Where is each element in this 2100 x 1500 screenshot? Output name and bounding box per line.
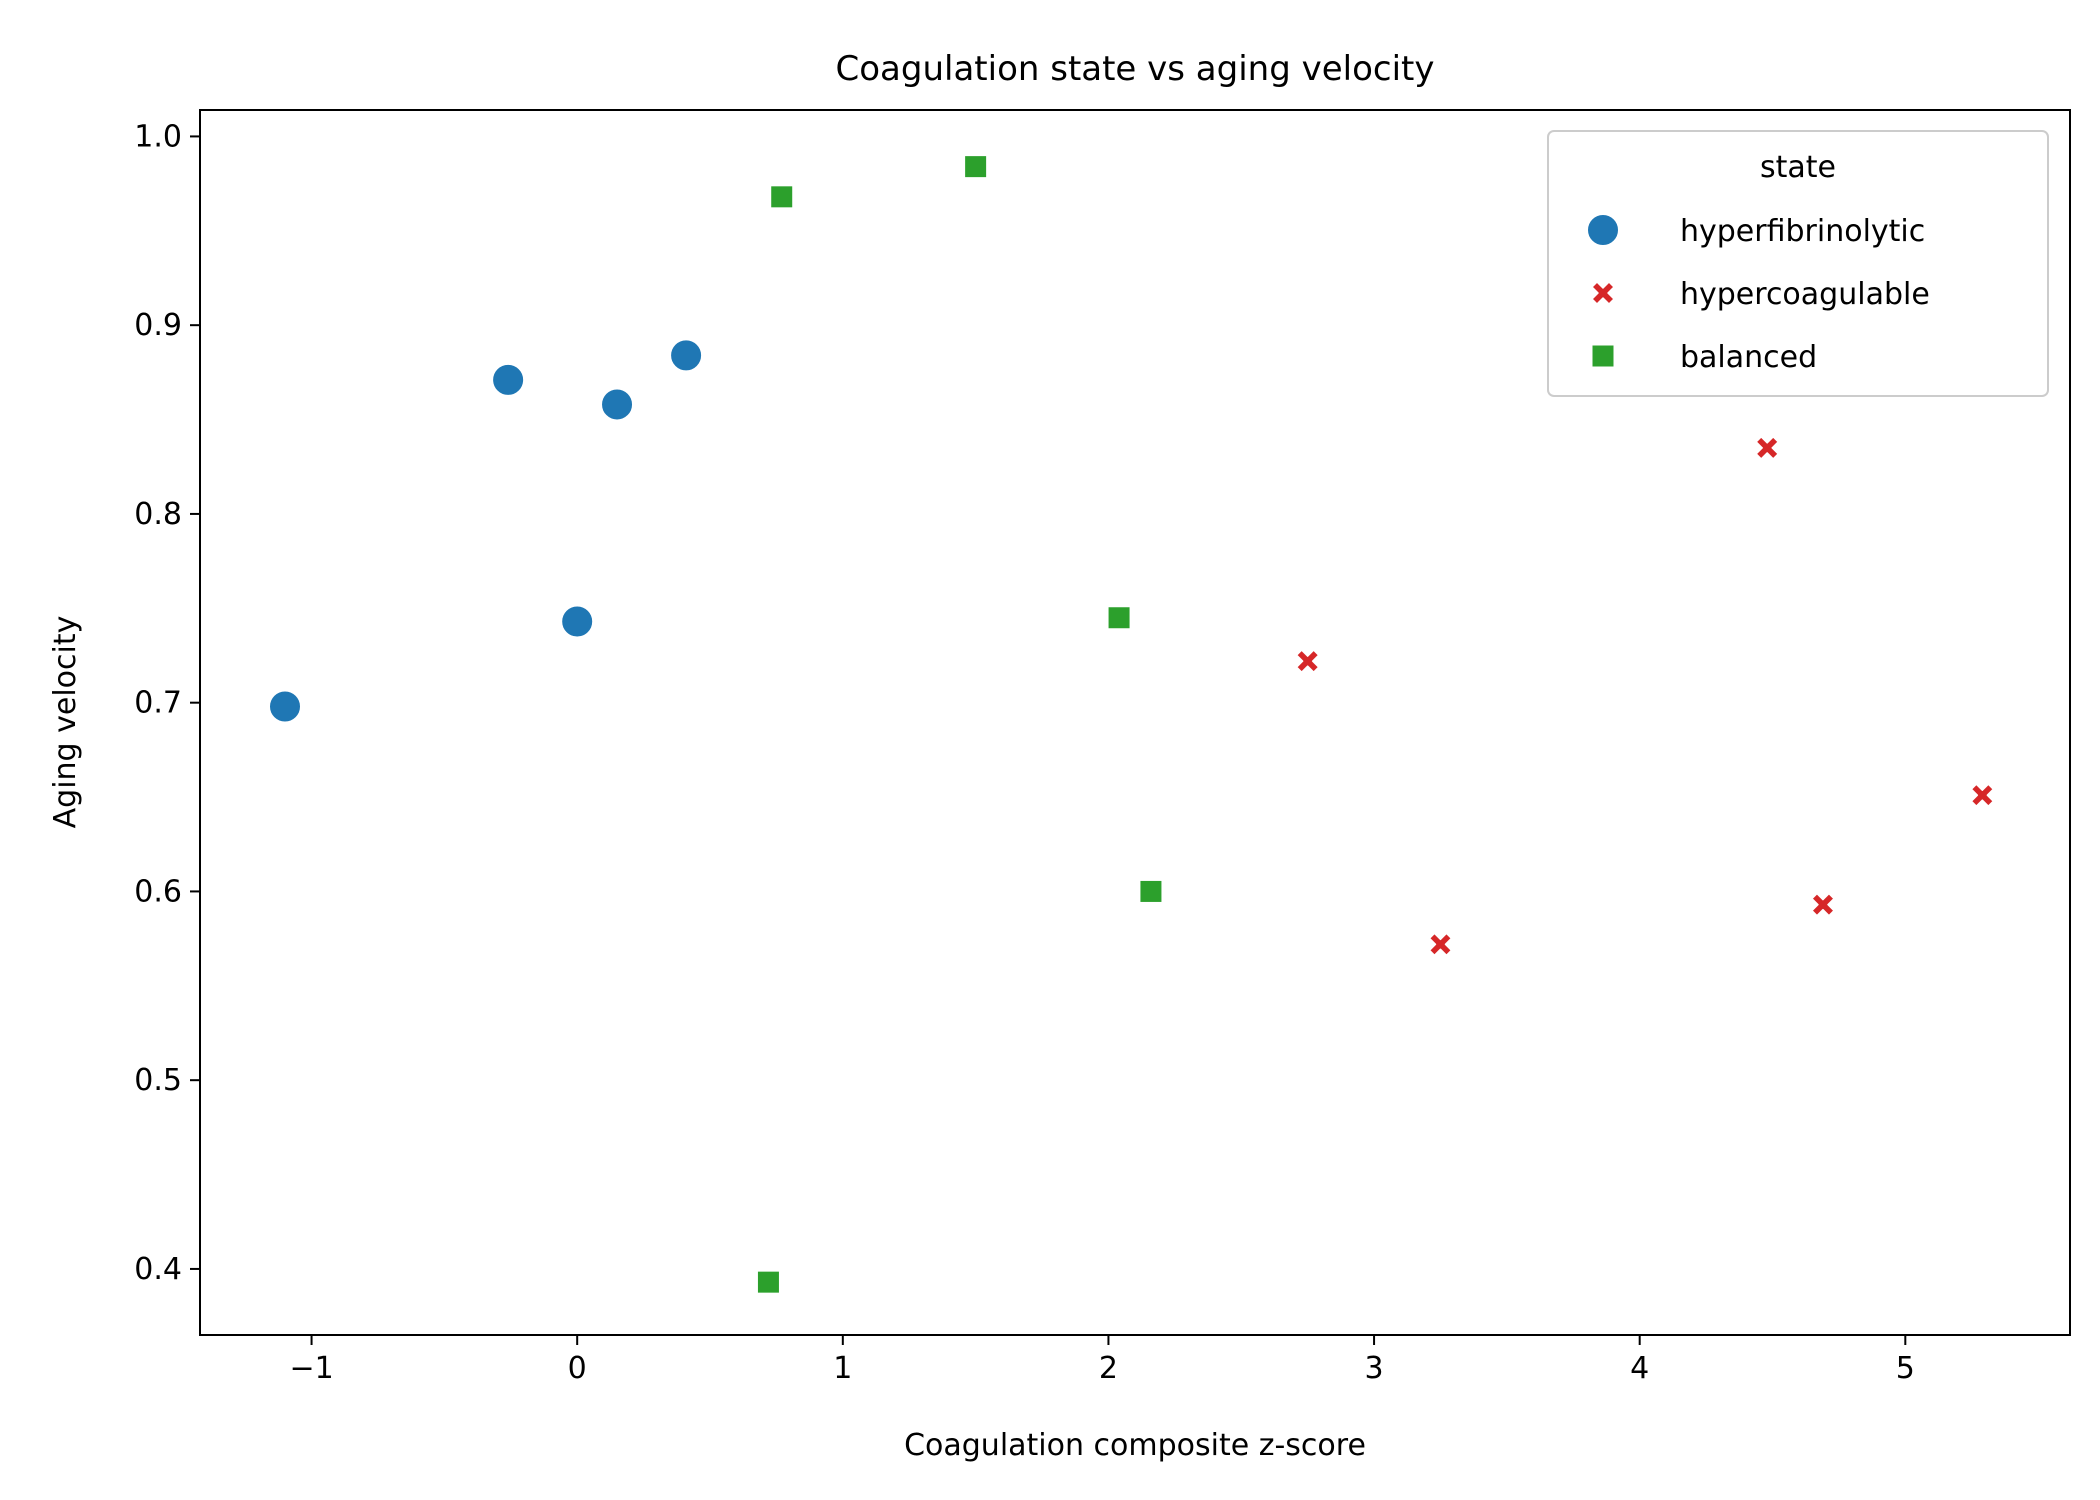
x-tick-label: 3 xyxy=(1365,1351,1384,1386)
hyperfibrinolytic-point-3 xyxy=(560,604,595,639)
y-axis-label: Aging velocity xyxy=(48,616,83,829)
legend-title: state xyxy=(1760,150,1836,185)
x-tick-label: 0 xyxy=(568,1351,587,1386)
marks-layer xyxy=(268,155,1995,1294)
balanced-point-5 xyxy=(1139,879,1163,903)
x-axis: −1 0 1 2 3 4 5 xyxy=(289,1335,1915,1386)
y-tick-label: 0.5 xyxy=(134,1063,182,1098)
legend-label-hyperfibrinolytic: hyperfibrinolytic xyxy=(1680,214,1925,249)
legend-label-balanced: balanced xyxy=(1680,340,1817,375)
legend-items: hyperfibrinolytic hypercoagulable balanced xyxy=(1586,213,1930,375)
y-tick-label: 0.9 xyxy=(134,308,182,343)
x-tick-label: 4 xyxy=(1630,1351,1649,1386)
y-tick-label: 0.4 xyxy=(134,1252,182,1287)
legend-box xyxy=(1547,130,2049,397)
x-axis-label: Coagulation composite z-score xyxy=(904,1428,1366,1463)
hyperfibrinolytic-point-4 xyxy=(600,387,635,422)
x-tick-label: 1 xyxy=(833,1351,852,1386)
hypercoagulable-point-5 xyxy=(1970,783,1995,807)
legend-marker-hypercoagulable xyxy=(1591,281,1615,305)
balanced-point-3 xyxy=(964,155,988,179)
balanced-point-4 xyxy=(1107,606,1131,630)
legend: state hyperfibrinolytic hypercoagulable ba… xyxy=(1547,130,2049,397)
plot-frame xyxy=(199,109,2071,1336)
chart-title: Coagulation state vs aging velocity xyxy=(836,49,1435,89)
x-tick-label: 5 xyxy=(1896,1351,1915,1386)
balanced-point-1 xyxy=(756,1270,780,1294)
hypercoagulable-point-3 xyxy=(1755,436,1779,460)
legend-marker-hyperfibrinolytic xyxy=(1586,213,1620,247)
y-axis: 0.4 0.5 0.6 0.7 0.8 0.9 1.0 xyxy=(134,119,200,1287)
y-tick-label: 0.7 xyxy=(134,686,182,721)
hypercoagulable-point-4 xyxy=(1811,892,1835,917)
hypercoagulable-point-2 xyxy=(1428,932,1453,957)
x-tick-label: −1 xyxy=(289,1351,333,1386)
hypercoagulable-point-1 xyxy=(1295,649,1320,673)
legend-marker-balanced xyxy=(1591,344,1615,368)
x-tick-label: 2 xyxy=(1099,1351,1118,1386)
legend-label-hypercoagulable: hypercoagulable xyxy=(1680,277,1930,312)
hyperfibrinolytic-point-1 xyxy=(268,689,302,724)
y-tick-label: 0.6 xyxy=(134,874,182,909)
hyperfibrinolytic-point-5 xyxy=(669,338,704,373)
y-tick-label: 1.0 xyxy=(134,119,182,154)
balanced-point-2 xyxy=(770,185,794,209)
hyperfibrinolytic-point-2 xyxy=(491,362,526,397)
y-tick-label: 0.8 xyxy=(134,497,182,532)
